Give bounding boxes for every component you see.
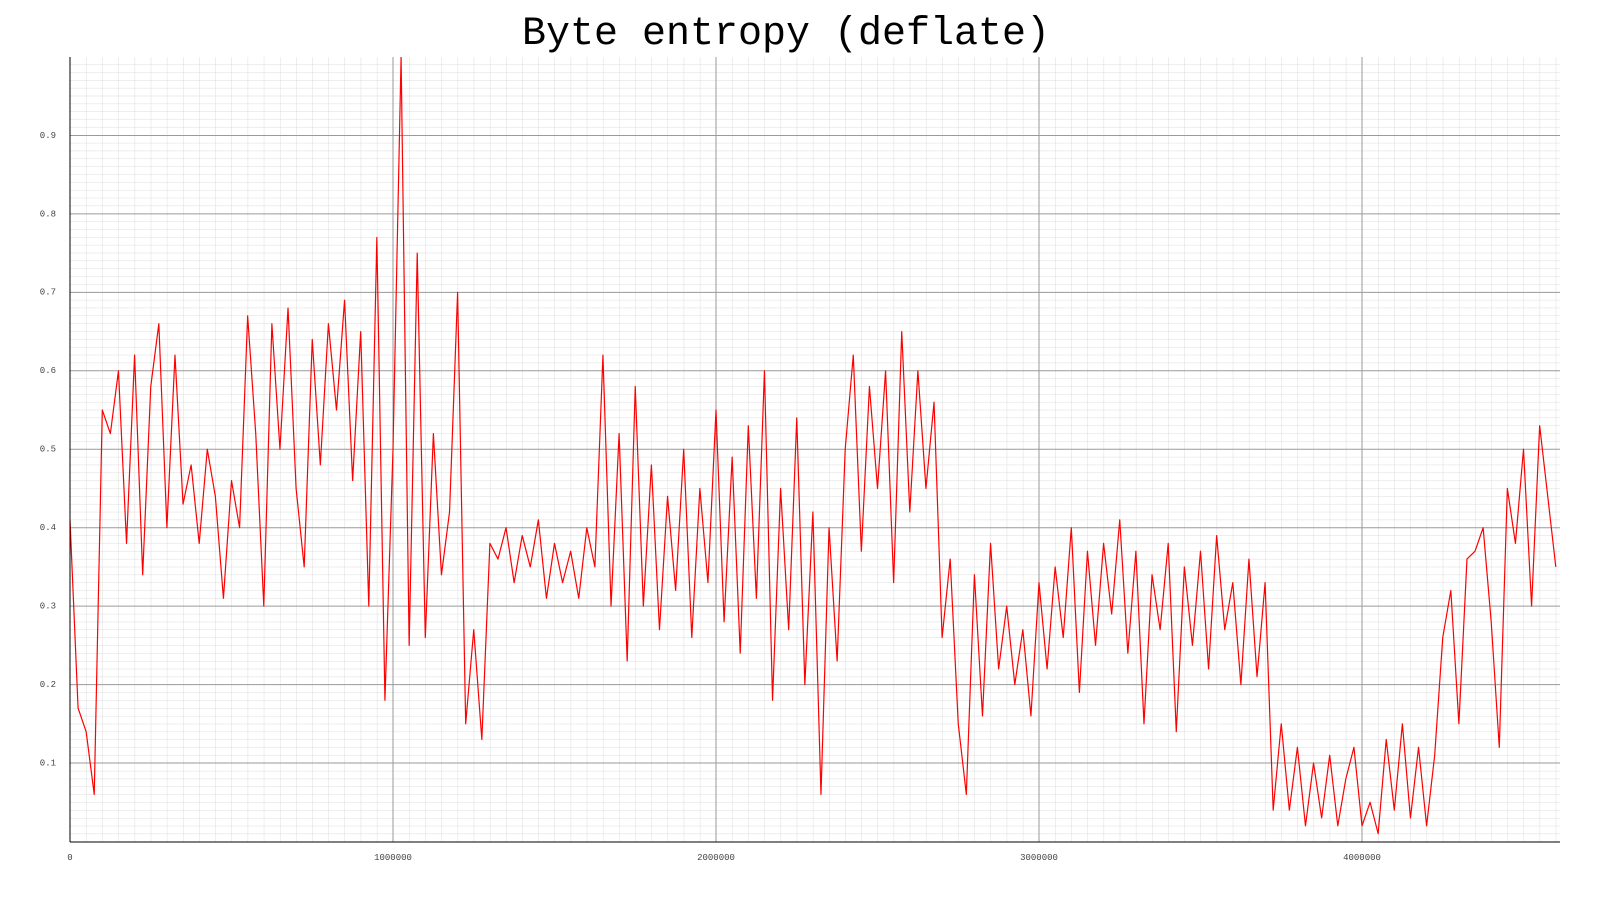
- y-tick-label: 0.9: [40, 131, 56, 141]
- tick-labels: 0.1 0.2 0.3 0.4 0.5 0.6 0.7 0.8 0.9 0 1000000 20000…: [40, 131, 1381, 863]
- data-line: [70, 57, 1557, 835]
- y-tick-label: 0.2: [40, 680, 56, 690]
- y-tick-label: 0.3: [40, 602, 56, 612]
- x-tick-label: 1000000: [374, 853, 412, 863]
- y-tick-label: 0.6: [40, 366, 56, 376]
- y-tick-label: 0.7: [40, 288, 56, 298]
- y-tick-label: 0.8: [40, 209, 56, 219]
- x-tick-label: 4000000: [1343, 853, 1381, 863]
- x-tick-label: 0: [67, 853, 72, 863]
- y-tick-label: 0.1: [40, 758, 56, 768]
- x-tick-label: 3000000: [1020, 853, 1058, 863]
- y-tick-label: 0.5: [40, 445, 56, 455]
- y-tick-label: 0.4: [40, 523, 56, 533]
- x-tick-label: 2000000: [697, 853, 735, 863]
- chart-title: Byte entropy (deflate): [522, 12, 1050, 57]
- plot-area: [70, 57, 1557, 835]
